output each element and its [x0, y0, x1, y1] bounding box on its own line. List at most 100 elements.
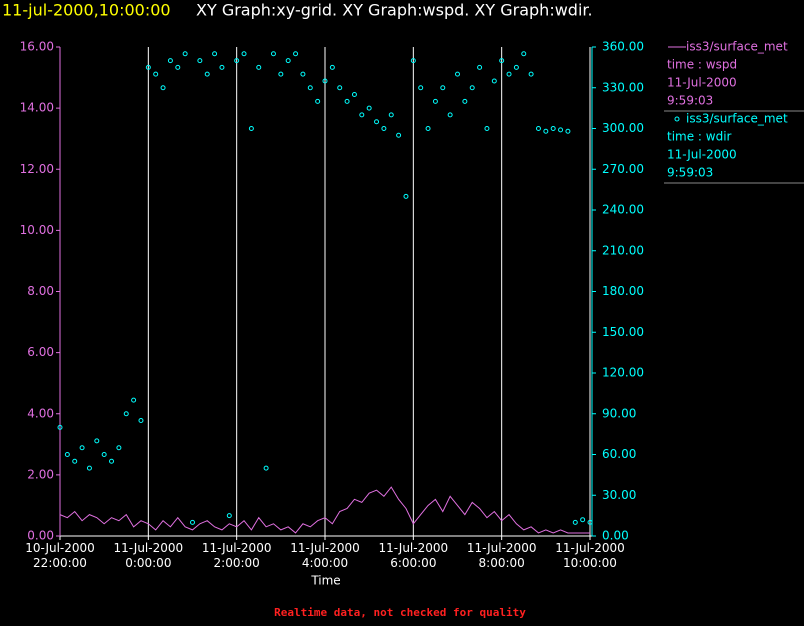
wdir-point — [145, 64, 151, 70]
wdir-point — [285, 58, 291, 64]
x-tick-label: 10-Jul-2000 22:00:00 — [25, 541, 95, 570]
y2-tick-label: 90.00 — [602, 406, 636, 420]
wdir-point — [381, 126, 387, 131]
y-tick-label: 6.00 — [27, 345, 54, 359]
wdir-point — [565, 128, 571, 134]
wdir-point — [528, 71, 534, 77]
wdir-point — [256, 64, 262, 70]
y2-tick-label: 180.00 — [602, 284, 644, 298]
wdir-point — [234, 58, 240, 64]
y2-tick-label: 300.00 — [602, 121, 644, 135]
y-tick-label: 10.00 — [20, 223, 54, 237]
footer-note: Realtime data, not checked for quality — [274, 606, 526, 619]
legend-label: iss3/surface_met — [686, 112, 788, 126]
wdir-point — [263, 465, 269, 471]
wdir-point — [94, 438, 100, 444]
wdir-point — [550, 126, 556, 131]
wdir-point — [425, 126, 431, 131]
wdir-point — [64, 452, 70, 457]
wdir-point — [535, 126, 541, 131]
wdir-point — [374, 119, 380, 125]
wdir-point — [337, 85, 343, 91]
wdir-point — [131, 397, 137, 403]
x-tick-label: 11-Jul-2000 4:00:00 — [290, 541, 360, 570]
wdir-point — [491, 78, 497, 84]
y2-tick-label: 30.00 — [602, 488, 636, 502]
chart-title: 11-jul-2000,10:00:00 — [2, 1, 171, 20]
y-tick-label: 14.00 — [20, 101, 54, 115]
wdir-point — [123, 411, 129, 417]
wdir-point — [270, 51, 276, 57]
y-tick-label: 0.00 — [27, 529, 54, 543]
y-tick-label: 4.00 — [27, 406, 54, 420]
wdir-point — [109, 458, 115, 464]
y2-tick-label: 60.00 — [602, 447, 636, 461]
wdir-point — [521, 51, 527, 57]
y2-tick-label: 120.00 — [602, 366, 644, 380]
wdir-point — [79, 445, 85, 451]
wdir-point — [344, 98, 350, 104]
wdir-point — [396, 132, 402, 138]
y2-tick-label: 210.00 — [602, 243, 644, 257]
wdir-point — [587, 519, 593, 525]
x-tick-label: 11-Jul-2000 0:00:00 — [114, 541, 184, 570]
wdir-point — [543, 128, 549, 134]
wdir-point — [484, 126, 490, 131]
wdir-point — [388, 112, 394, 118]
y-tick-label: 16.00 — [20, 40, 54, 54]
wdir-point — [506, 71, 512, 77]
wdir-point — [322, 78, 328, 84]
x-tick-label: 11-Jul-2000 10:00:00 — [555, 541, 625, 570]
legend-detail: 11-Jul-2000 — [667, 76, 737, 90]
wdir-point — [455, 71, 460, 77]
wdir-point — [57, 424, 63, 430]
legend-detail: time : wdir — [667, 130, 732, 144]
wdir-point — [418, 85, 424, 91]
wdir-point — [432, 98, 438, 104]
wdir-point — [351, 92, 357, 98]
wdir-point — [153, 71, 159, 77]
wdir-point — [366, 105, 372, 111]
wdir-point — [197, 58, 203, 64]
wdir-point — [212, 51, 218, 57]
y-tick-label: 2.00 — [27, 467, 54, 481]
y-tick-label: 12.00 — [20, 162, 54, 176]
y2-tick-label: 0.00 — [602, 529, 629, 543]
y2-tick-label: 270.00 — [602, 162, 644, 176]
wdir-point — [462, 98, 468, 104]
wdir-point — [403, 193, 409, 199]
wdir-point — [248, 126, 254, 131]
wdir-point — [558, 127, 564, 133]
y2-tick-label: 360.00 — [602, 40, 644, 54]
wdir-point — [329, 64, 335, 70]
wdir-point — [190, 519, 195, 525]
wdir-point — [315, 98, 321, 104]
wdir-point — [293, 51, 299, 57]
wdir-point — [241, 51, 247, 57]
x-tick-label: 11-Jul-2000 6:00:00 — [379, 541, 449, 570]
chart-subtitle: XY Graph:xy-grid. XY Graph:wspd. XY Grap… — [196, 1, 593, 20]
wdir-point — [477, 64, 483, 70]
wdir-point — [204, 71, 210, 77]
wdir-point — [167, 58, 173, 64]
y2-tick-label: 330.00 — [602, 80, 644, 94]
legend-detail: time : wspd — [667, 58, 737, 72]
wdir-point — [160, 85, 166, 91]
wdir-point — [447, 112, 453, 118]
wdir-point — [300, 71, 306, 77]
wdir-point — [499, 58, 505, 64]
legend-detail: 11-Jul-2000 — [667, 148, 737, 162]
legend-swatch — [674, 116, 680, 122]
y2-tick-label: 150.00 — [602, 325, 644, 339]
legend-label: iss3/surface_met — [686, 40, 788, 54]
wdir-point — [86, 465, 92, 471]
wdir-point — [307, 85, 313, 91]
wdir-point — [175, 64, 181, 70]
legend-detail: 9:59:03 — [667, 166, 713, 180]
wdir-point — [226, 513, 232, 519]
wdir-point — [278, 71, 284, 77]
y2-tick-label: 240.00 — [602, 203, 644, 217]
wdir-point — [182, 51, 188, 57]
wdir-point — [572, 519, 578, 525]
